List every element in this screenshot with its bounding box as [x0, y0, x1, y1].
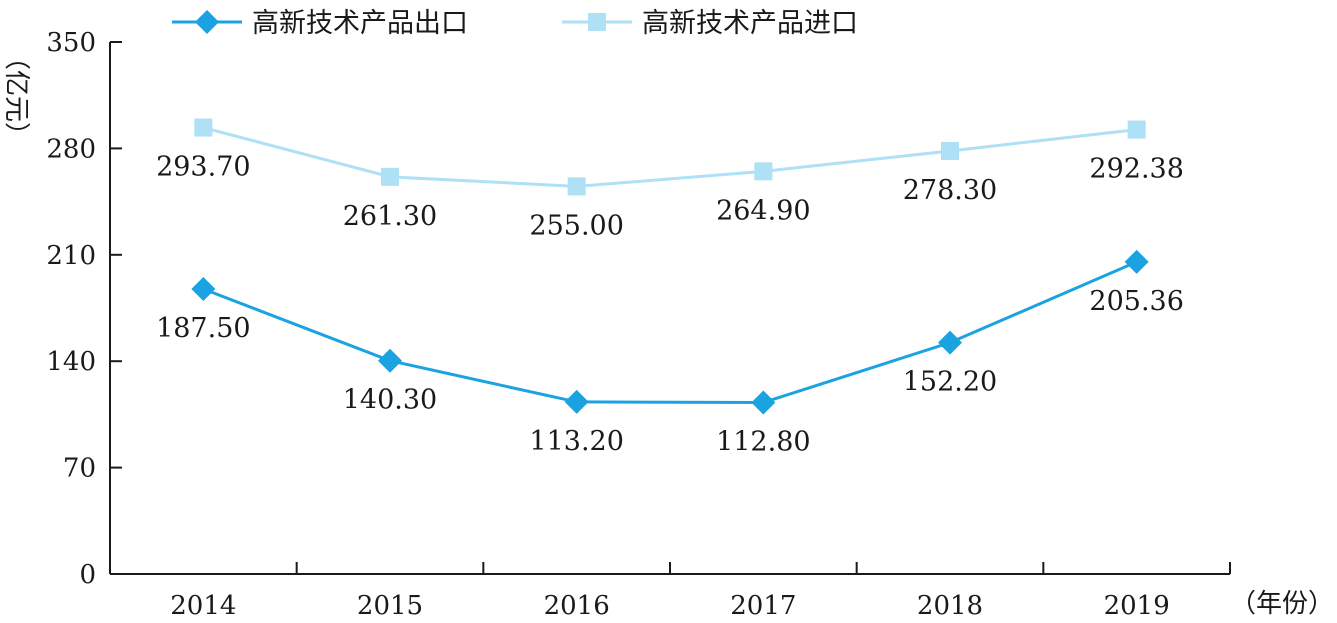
- x-tick-label: 2018: [917, 591, 983, 621]
- y-tick-label: 0: [79, 560, 96, 590]
- data-point: [941, 141, 959, 160]
- data-point: [1127, 120, 1146, 139]
- legend-marker-import: [588, 13, 606, 31]
- data-label: 278.30: [903, 175, 997, 206]
- x-tick-label: 2015: [357, 591, 423, 621]
- x-tick-label: 2014: [170, 591, 236, 621]
- data-label: 113.20: [529, 426, 623, 457]
- y-axis-title: （亿元）: [1, 44, 31, 148]
- data-point: [1124, 249, 1149, 274]
- x-tick-label: 2016: [544, 591, 610, 621]
- y-tick-label: 70: [63, 454, 96, 484]
- data-point: [564, 389, 589, 414]
- data-label: 255.00: [529, 210, 623, 241]
- data-point: [567, 177, 586, 196]
- x-axis-title: （年份）: [1230, 589, 1334, 619]
- x-tick-label: 2019: [1104, 591, 1170, 621]
- series-line-0: [202, 260, 1138, 405]
- x-tick-label: 2017: [730, 591, 796, 621]
- data-label: 264.90: [716, 195, 810, 226]
- y-tick-label: 280: [46, 134, 96, 164]
- data-point: [381, 167, 399, 186]
- data-point: [938, 330, 962, 355]
- legend: 高新技术产品出口 高新技术产品进口: [172, 8, 858, 39]
- data-label: 261.30: [343, 201, 437, 232]
- data-label: 112.80: [716, 427, 810, 458]
- y-tick-label: 140: [46, 347, 96, 377]
- data-label: 293.70: [156, 152, 250, 183]
- legend-item-export: 高新技术产品出口: [172, 8, 468, 39]
- x-axis-ticks: 2014 2015 2016 2017 2018 2019: [170, 562, 1231, 621]
- data-point: [194, 118, 213, 137]
- legend-label-export: 高新技术产品出口: [252, 8, 468, 39]
- y-tick-label: 210: [46, 241, 96, 271]
- data-point: [751, 390, 776, 415]
- data-label: 152.20: [903, 367, 997, 398]
- legend-label-import: 高新技术产品进口: [642, 8, 858, 39]
- data-point: [378, 348, 402, 373]
- legend-item-import: 高新技术产品进口: [562, 8, 858, 39]
- data-label: 140.30: [343, 385, 437, 416]
- data-point: [754, 162, 773, 181]
- data-label: 205.36: [1089, 286, 1183, 317]
- y-tick-label: 350: [46, 28, 96, 58]
- y-axis-ticks: 0 70 140 210 280 350: [46, 28, 122, 590]
- series-line-1: [202, 126, 1137, 188]
- legend-marker-export: [195, 10, 219, 34]
- data-label: 292.38: [1089, 154, 1183, 185]
- series-group: 187.50 140.30 113.20 112.80 152.20 205.36 293.…: [156, 118, 1184, 458]
- data-label: 187.50: [156, 313, 250, 344]
- data-point: [191, 277, 216, 301]
